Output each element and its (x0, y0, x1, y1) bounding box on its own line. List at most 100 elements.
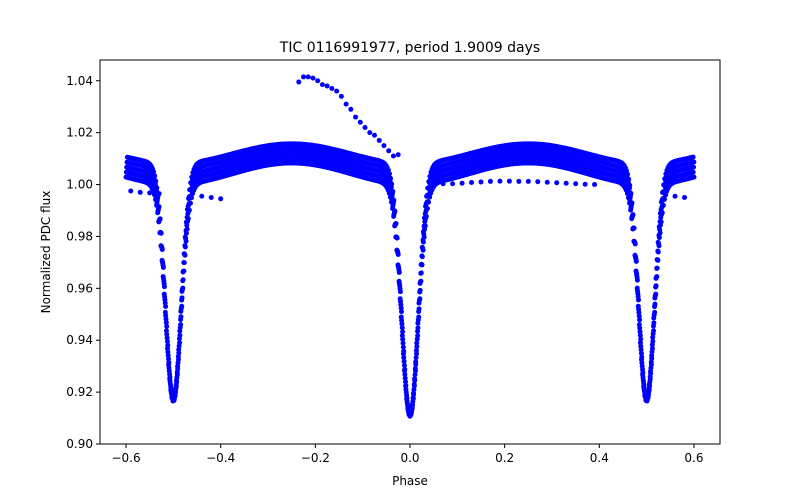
y-tick-label: 1.04 (66, 74, 93, 88)
data-point (497, 178, 503, 184)
data-point (179, 288, 185, 294)
data-point (478, 179, 484, 185)
data-point (631, 225, 637, 231)
data-point (413, 347, 419, 353)
data-point (653, 284, 659, 290)
data-point (329, 86, 335, 92)
data-point (164, 323, 170, 329)
data-point (147, 190, 153, 196)
data-point (189, 174, 195, 180)
data-point (655, 248, 661, 254)
data-point (636, 297, 641, 303)
data-point (186, 196, 192, 202)
data-point (649, 352, 655, 358)
data-point (401, 355, 407, 361)
data-point (156, 191, 162, 197)
data-point (179, 297, 185, 303)
data-point (137, 189, 143, 195)
data-point (417, 280, 423, 286)
data-point (386, 171, 392, 177)
data-point (153, 178, 159, 184)
data-point (183, 227, 189, 233)
data-point (654, 257, 660, 263)
data-point (412, 372, 418, 378)
data-point (164, 331, 170, 337)
data-point (348, 106, 354, 112)
data-point (400, 336, 406, 342)
data-point (401, 362, 407, 368)
data-point (395, 152, 401, 158)
data-point (625, 171, 631, 177)
data-point (651, 315, 657, 321)
data-point (334, 88, 340, 94)
data-point (343, 101, 349, 107)
data-point (425, 185, 431, 191)
x-axis-ticks: −0.6 −0.4 −0.2 0.0 0.2 0.4 0.6 (111, 444, 704, 465)
data-point (338, 93, 344, 99)
data-point (656, 232, 662, 238)
data-point (650, 334, 656, 340)
x-tick-label: −0.6 (111, 451, 140, 465)
data-point (128, 188, 134, 194)
data-point (199, 193, 205, 199)
data-point (573, 181, 579, 187)
data-point (647, 374, 653, 380)
data-point (636, 313, 642, 319)
data-point (421, 215, 427, 221)
data-point (414, 340, 420, 346)
data-point (315, 78, 321, 84)
data-point (168, 385, 174, 391)
data-point (310, 75, 316, 81)
data-point (357, 119, 363, 125)
data-point (181, 259, 187, 265)
data-point (176, 343, 182, 349)
data-point (582, 181, 588, 187)
data-point (653, 275, 659, 281)
data-point (630, 212, 636, 218)
data-point (176, 336, 182, 342)
data-point (391, 197, 397, 203)
data-point (188, 180, 194, 186)
data-point (395, 252, 401, 258)
data-point (156, 204, 162, 210)
data-point (402, 375, 408, 381)
data-point (390, 153, 396, 159)
data-point (658, 214, 664, 220)
y-tick-label: 1.00 (66, 178, 93, 192)
data-point (652, 295, 658, 301)
data-point (301, 74, 307, 80)
data-point (516, 178, 522, 184)
x-tick-label: 0.2 (495, 451, 514, 465)
data-point (419, 253, 425, 259)
data-point (208, 195, 214, 201)
data-point (637, 332, 643, 338)
data-point (177, 328, 183, 334)
data-point (690, 169, 696, 175)
data-point (629, 200, 635, 206)
y-tick-label: 0.92 (66, 385, 93, 399)
data-point (410, 395, 416, 401)
data-point (305, 74, 311, 80)
data-point (411, 381, 417, 387)
data-point (656, 224, 662, 230)
data-point (654, 265, 660, 271)
data-point (682, 195, 687, 201)
data-point (628, 190, 634, 196)
data-point (399, 325, 405, 331)
data-point (402, 371, 408, 377)
data-point (627, 182, 633, 188)
data-point (450, 181, 456, 187)
data-point (661, 182, 667, 188)
data-point (180, 278, 186, 284)
y-axis-label: Normalized PDC flux (39, 191, 53, 314)
y-tick-label: 0.90 (66, 437, 93, 451)
data-point (182, 234, 188, 240)
data-point (394, 235, 400, 241)
data-point (412, 376, 418, 382)
data-point (662, 176, 668, 182)
data-point (184, 206, 190, 212)
data-point (151, 169, 157, 175)
data-point (172, 388, 178, 394)
